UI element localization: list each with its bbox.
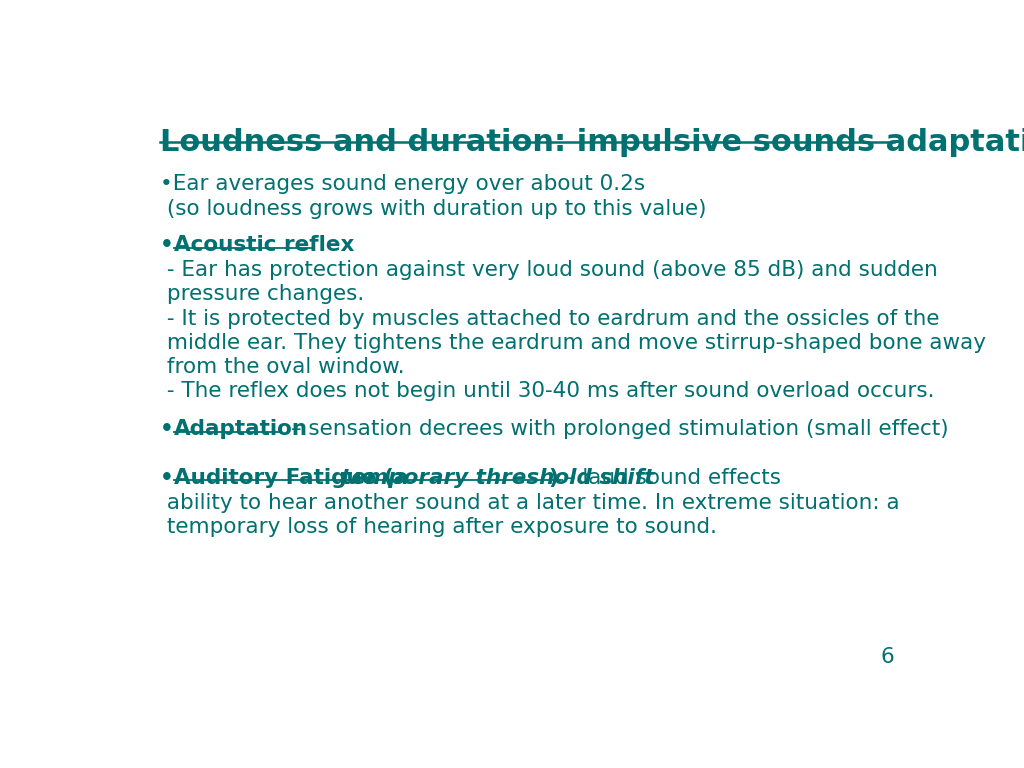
Text: ): ) <box>549 468 558 488</box>
Text: •: • <box>160 468 173 488</box>
Text: temporary loss of hearing after exposure to sound.: temporary loss of hearing after exposure… <box>160 517 717 537</box>
Text: (so loudness grows with duration up to this value): (so loudness grows with duration up to t… <box>160 199 707 219</box>
Text: from the oval window.: from the oval window. <box>160 357 404 377</box>
Text: Acoustic reflex: Acoustic reflex <box>174 235 354 255</box>
Text: •Ear averages sound energy over about 0.2s: •Ear averages sound energy over about 0.… <box>160 174 645 194</box>
Text: - It is protected by muscles attached to eardrum and the ossicles of the: - It is protected by muscles attached to… <box>160 309 939 329</box>
Text: pressure changes.: pressure changes. <box>160 284 364 304</box>
Text: Loudness and duration: impulsive sounds adaptation: Loudness and duration: impulsive sounds … <box>160 127 1024 157</box>
Text: – laud sound effects: – laud sound effects <box>558 468 781 488</box>
Text: - The reflex does not begin until 30-40 ms after sound overload occurs.: - The reflex does not begin until 30-40 … <box>160 382 934 402</box>
Text: – sensation decrees with prolonged stimulation (small effect): – sensation decrees with prolonged stimu… <box>285 419 949 439</box>
Text: •: • <box>160 419 173 439</box>
Text: Adaptation: Adaptation <box>174 419 308 439</box>
Text: temporary threshold shift: temporary threshold shift <box>341 468 654 488</box>
Text: 6: 6 <box>880 647 894 667</box>
Text: ability to hear another sound at a later time. In extreme situation: a: ability to hear another sound at a later… <box>160 492 899 512</box>
Text: Auditory Fatigue (a: Auditory Fatigue (a <box>174 468 416 488</box>
Text: - Ear has protection against very loud sound (above 85 dB) and sudden: - Ear has protection against very loud s… <box>160 260 938 280</box>
Text: middle ear. They tightens the eardrum and move stirrup-shaped bone away: middle ear. They tightens the eardrum an… <box>160 333 986 353</box>
Text: •: • <box>160 235 173 255</box>
